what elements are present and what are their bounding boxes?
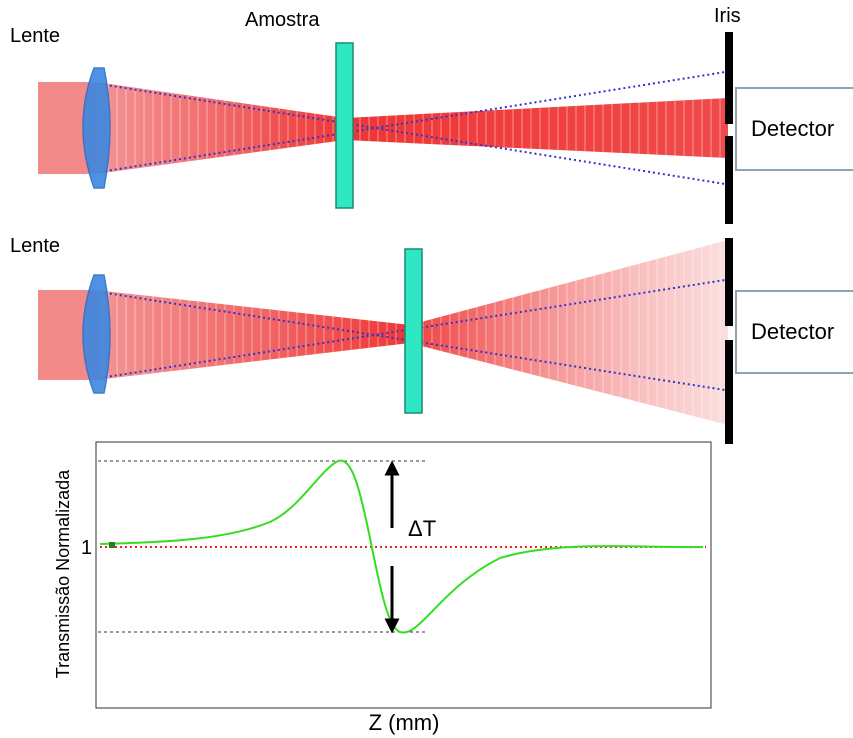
- iris-label: Iris: [714, 5, 741, 27]
- detector-label-bottom: Detector: [751, 319, 835, 344]
- y-tick-1: 1: [81, 537, 92, 559]
- start-marker: [109, 542, 115, 548]
- beam-stripes: [107, 242, 721, 423]
- bottom-beam-diagram: [38, 238, 733, 444]
- iris-upper: [725, 32, 733, 124]
- sample: [335, 42, 354, 209]
- beam-stripes: [107, 83, 721, 173]
- converging-beam: [96, 82, 345, 174]
- detector-label-top: Detector: [751, 116, 835, 141]
- transmission-plot: ΔT 1 Transmissão Normalizada Z (mm): [53, 441, 712, 735]
- y-axis-label: Transmissão Normalizada: [53, 469, 73, 678]
- iris-lower: [725, 340, 733, 444]
- detector-top: Detector: [735, 87, 853, 171]
- plot-frame: [95, 441, 712, 709]
- iris-upper: [725, 238, 733, 326]
- converging-beam: [96, 290, 410, 380]
- lens-label-bottom: Lente: [10, 235, 61, 257]
- lens-label-top: Lente: [10, 25, 61, 47]
- top-beam-diagram: [38, 32, 733, 224]
- delta-t-label: ΔT: [408, 516, 436, 541]
- guide-line: [99, 83, 726, 185]
- guide-line: [99, 71, 726, 173]
- detector-bottom: Detector: [735, 290, 853, 374]
- lens: [82, 67, 111, 189]
- diverging-beam: [345, 98, 728, 158]
- x-axis-label: Z (mm): [369, 710, 440, 735]
- sample: [404, 248, 423, 414]
- iris-lower: [725, 136, 733, 224]
- transmission-curve: [99, 459, 704, 634]
- sample-label: Amostra: [245, 9, 320, 31]
- diverging-beam: [410, 240, 728, 425]
- lens: [82, 274, 111, 394]
